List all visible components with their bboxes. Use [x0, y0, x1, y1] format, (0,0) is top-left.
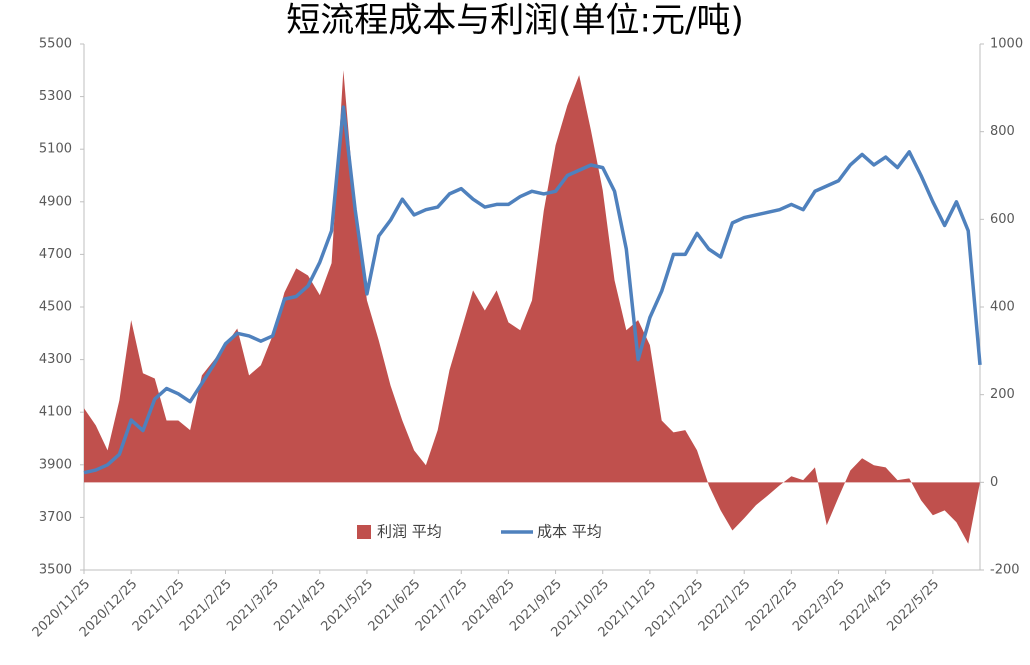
- y2-tick-label: 400: [990, 300, 1015, 315]
- line: [83, 105, 982, 475]
- x-tick-label: 2022/5/25: [884, 577, 942, 635]
- y-tick-label: 5100: [39, 142, 72, 157]
- y-tick-label: 3500: [39, 563, 72, 578]
- y-tick-label: 5500: [39, 37, 72, 52]
- y2-tick-label: -200: [990, 563, 1020, 578]
- y-tick-label: 4300: [39, 352, 72, 367]
- y2-tick-label: 800: [990, 124, 1015, 139]
- y2-tick-label: 600: [990, 212, 1015, 227]
- y2-tick-label: 0: [990, 475, 998, 490]
- y2-tick-label: 200: [990, 387, 1015, 402]
- y-tick-label: 3900: [39, 457, 72, 472]
- legend-swatch: [357, 525, 371, 539]
- legend-label: 成本 平均: [537, 523, 602, 541]
- y-tick-label: 4100: [39, 405, 72, 420]
- y-tick-label: 5300: [39, 89, 72, 104]
- y-tick-label: 4500: [39, 300, 72, 315]
- y-tick-label: 3700: [39, 510, 72, 525]
- legend-label: 利润 平均: [377, 523, 442, 541]
- y2-tick-label: 1000: [990, 37, 1023, 52]
- y-tick-label: 4700: [39, 247, 72, 262]
- area: [84, 70, 980, 544]
- chart-title: 短流程成本与利润(单位:元/吨): [286, 1, 743, 41]
- y-tick-label: 4900: [39, 194, 72, 209]
